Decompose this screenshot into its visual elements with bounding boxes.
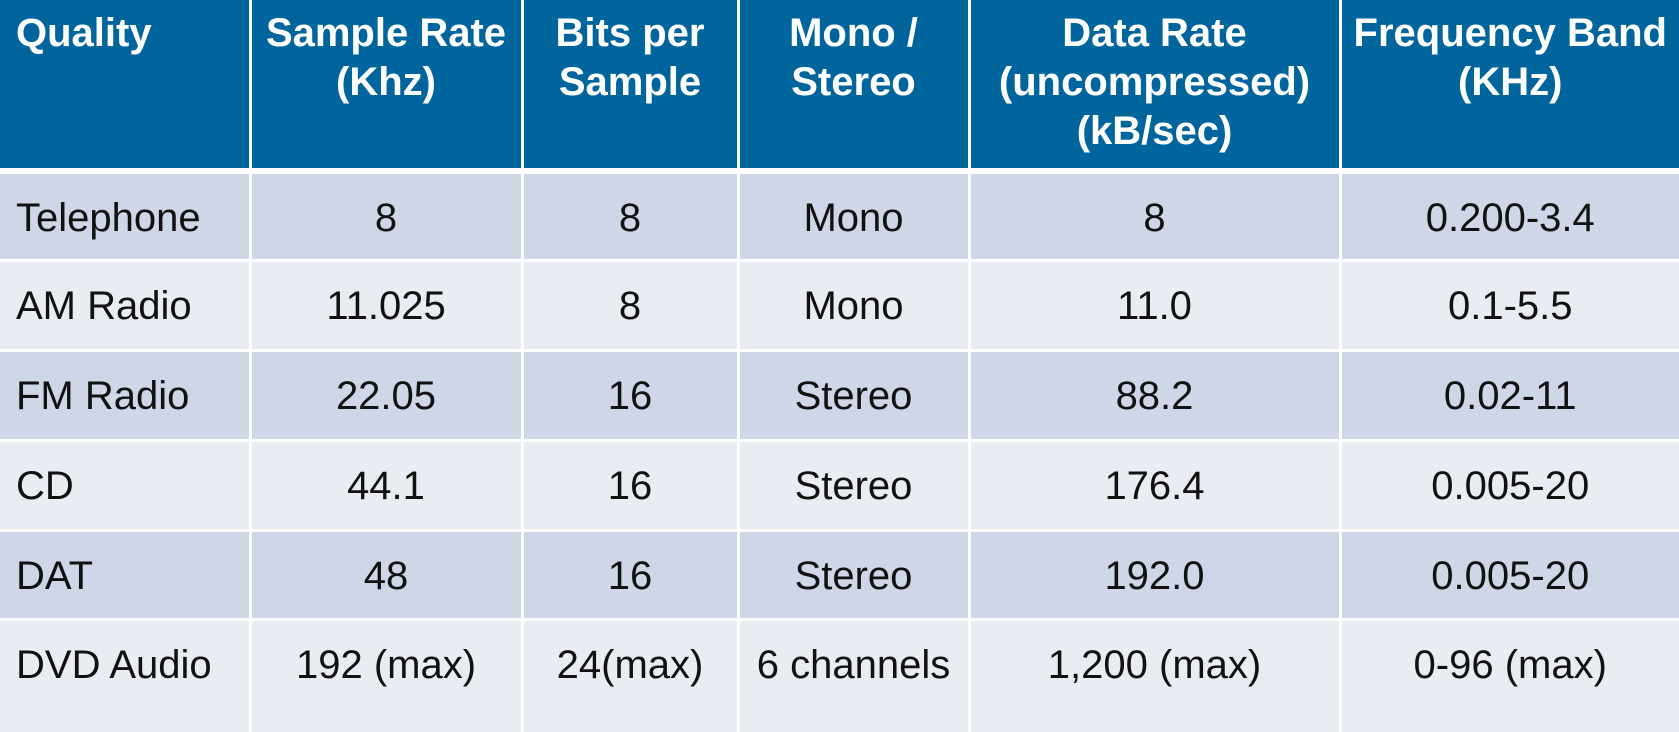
cell-quality: DAT	[0, 528, 250, 620]
cell-mono-stereo: Mono	[736, 259, 969, 351]
cell-frequency-band: 0.02-11	[1338, 349, 1679, 441]
cell-bits-per-sample: 24(max)	[520, 618, 738, 732]
cell-data-rate: 176.4	[967, 438, 1340, 531]
cell-sample-rate: 192 (max)	[248, 618, 522, 732]
header-row: Quality Sample Rate (Khz) Bits per Sampl…	[0, 0, 1679, 174]
cell-quality: AM Radio	[0, 259, 250, 351]
table-row: Telephone 8 8 Mono 8 0.200-3.4	[0, 169, 1679, 261]
cell-mono-stereo: 6 channels	[736, 618, 969, 732]
cell-mono-stereo: Stereo	[736, 349, 969, 441]
cell-quality: DVD Audio	[0, 618, 250, 732]
header-data-rate: Data Rate (uncompressed) (kB/sec)	[967, 0, 1340, 174]
cell-bits-per-sample: 8	[520, 169, 738, 261]
table-row: CD 44.1 16 Stereo 176.4 0.005-20	[0, 438, 1679, 531]
cell-quality: Telephone	[0, 169, 250, 261]
cell-frequency-band: 0.200-3.4	[1338, 169, 1679, 261]
header-quality: Quality	[0, 0, 250, 174]
cell-mono-stereo: Stereo	[736, 438, 969, 531]
cell-mono-stereo: Stereo	[736, 528, 969, 620]
cell-frequency-band: 0.005-20	[1338, 438, 1679, 531]
cell-frequency-band: 0.005-20	[1338, 528, 1679, 620]
cell-frequency-band: 0.1-5.5	[1338, 259, 1679, 351]
cell-bits-per-sample: 16	[520, 349, 738, 441]
cell-data-rate: 88.2	[967, 349, 1340, 441]
table-row: AM Radio 11.025 8 Mono 11.0 0.1-5.5	[0, 259, 1679, 351]
cell-mono-stereo: Mono	[736, 169, 969, 261]
cell-quality: CD	[0, 438, 250, 531]
cell-bits-per-sample: 8	[520, 259, 738, 351]
cell-data-rate: 11.0	[967, 259, 1340, 351]
cell-sample-rate: 8	[248, 169, 522, 261]
table-row: FM Radio 22.05 16 Stereo 88.2 0.02-11	[0, 349, 1679, 441]
table-row: DAT 48 16 Stereo 192.0 0.005-20	[0, 528, 1679, 620]
cell-sample-rate: 22.05	[248, 349, 522, 441]
cell-quality: FM Radio	[0, 349, 250, 441]
cell-bits-per-sample: 16	[520, 528, 738, 620]
table-row: DVD Audio 192 (max) 24(max) 6 channels 1…	[0, 618, 1679, 732]
header-bits-per-sample: Bits per Sample	[520, 0, 738, 174]
header-frequency-band: Frequency Band (KHz)	[1338, 0, 1679, 174]
cell-sample-rate: 11.025	[248, 259, 522, 351]
header-sample-rate: Sample Rate (Khz)	[248, 0, 522, 174]
cell-data-rate: 8	[967, 169, 1340, 261]
cell-data-rate: 1,200 (max)	[967, 618, 1340, 732]
cell-frequency-band: 0-96 (max)	[1338, 618, 1679, 732]
cell-sample-rate: 44.1	[248, 438, 522, 531]
header-mono-stereo: Mono / Stereo	[736, 0, 969, 174]
cell-bits-per-sample: 16	[520, 438, 738, 531]
cell-data-rate: 192.0	[967, 528, 1340, 620]
cell-sample-rate: 48	[248, 528, 522, 620]
